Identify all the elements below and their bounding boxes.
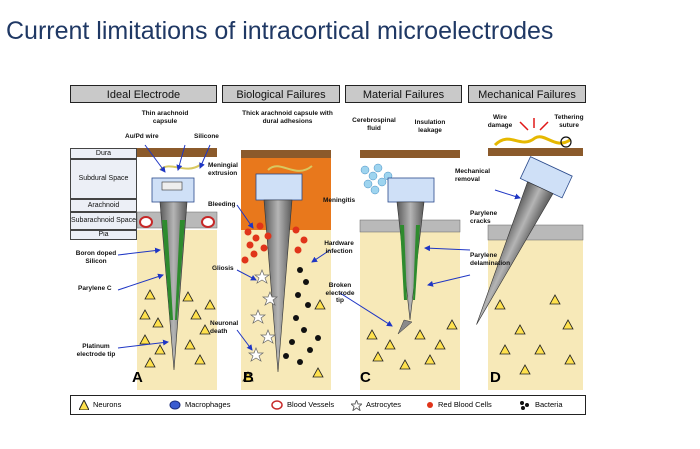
dura-b [241, 150, 331, 158]
panel-letter-a: A [132, 369, 143, 386]
label-meningial: Meningial extrusion [208, 162, 238, 177]
astrocyte-star-icon [351, 399, 362, 411]
parylene-a [162, 220, 173, 320]
legend-label: Macrophages [185, 400, 231, 409]
au-pd-wire-a [159, 164, 201, 171]
legend-label: Blood Vessels [287, 400, 335, 409]
neurons-d [494, 294, 576, 375]
label-bleeding: Bleeding [208, 201, 236, 208]
macrophage-icon [169, 400, 181, 410]
panel-b [241, 150, 331, 390]
panel-header-material: Material Failures [345, 85, 462, 103]
suture-circle [560, 136, 572, 148]
dura-a [137, 148, 217, 157]
broken-tip [397, 319, 413, 335]
panel-letter-b: B [243, 369, 254, 386]
label-au-pd: Au/Pd wire [125, 133, 159, 140]
layer-subdural: Subdural Space [70, 159, 137, 199]
legend-label: Astrocytes [366, 400, 402, 409]
label-broken-tip: Broken electrode tip [325, 282, 355, 304]
label-neuronal: Neuronal death [210, 320, 239, 335]
label-gliosis: Gliosis [212, 265, 234, 272]
label-thin-arachnoid: Thin arachnoid capsule [141, 110, 189, 125]
legend-label: Red Blood Cells [438, 400, 492, 409]
label-wire-damage: Wire damage [487, 114, 513, 129]
label-platinum: Platinum electrode tip [76, 343, 116, 358]
blood-vessel [139, 216, 153, 228]
csf-droplets [360, 163, 393, 195]
bacteria-icon [520, 401, 529, 410]
panel-header-mechanical: Mechanical Failures [468, 85, 586, 103]
slide-title: Current limitations of intracortical mic… [6, 17, 554, 45]
annotation-arrows [117, 144, 521, 351]
label-parylene: Parylene C [78, 285, 112, 292]
wire-damage-path [493, 135, 571, 147]
panel-header-ideal: Ideal Electrode [70, 85, 217, 103]
dura-d [488, 148, 583, 156]
legend-label: Neurons [93, 400, 122, 409]
neurons-a [139, 289, 216, 368]
layer-subarachnoid: Subarachnoid Space [70, 212, 137, 230]
label-insulation: Insulation leakage [414, 119, 446, 134]
triangle-icon [79, 400, 89, 410]
legend-item-macrophages: Macrophages [169, 399, 230, 411]
wire-damage-burst [519, 118, 549, 131]
legend: Neurons Macrophages Blood Vessels Astroc… [70, 395, 586, 415]
label-tethering: Tethering suture [554, 114, 584, 129]
label-boron: Boron doped Silicon [75, 250, 117, 265]
layer-arachnoid: Arachnoid [70, 199, 137, 212]
panel-c [359, 150, 461, 390]
panel-letter-c: C [360, 369, 371, 386]
electrode-shank-b [263, 199, 293, 373]
panel-d [476, 118, 584, 390]
legend-item-bacteria: Bacteria [519, 399, 563, 411]
panel-header-biological: Biological Failures [222, 85, 340, 103]
red-blood-cells-b [241, 222, 308, 264]
legend-item-neurons: Neurons [79, 399, 121, 411]
red-dot-icon [427, 402, 433, 408]
legend-label: Bacteria [535, 400, 563, 409]
label-silicone: Silicone [194, 133, 219, 140]
astrocytes-b [247, 269, 279, 362]
electrode-shank-d [476, 181, 554, 325]
legend-item-astrocytes: Astrocytes [351, 399, 401, 411]
neurons-b [242, 299, 326, 382]
legend-item-blood-vessels: Blood Vessels [271, 399, 334, 411]
label-thick-arachnoid: Thick arachnoid capsule with dural adhes… [242, 110, 333, 125]
blood-vessel [201, 216, 215, 228]
neurons-c [366, 319, 458, 370]
blood-vessel-icon [271, 400, 283, 410]
label-mechanical-removal: Mechanical removal [455, 168, 491, 183]
layer-pia: Pia [70, 230, 137, 240]
panel-letter-d: D [490, 369, 501, 386]
legend-item-red-blood-cells: Red Blood Cells [426, 399, 492, 411]
panel-a [136, 148, 218, 390]
label-parylene-cracks: Parylene cracks [470, 210, 498, 225]
label-parylene-delam: Parylene delamination [470, 252, 511, 267]
bacteria-b [283, 267, 321, 365]
label-hardware: Hardware infection [324, 240, 354, 255]
layer-dura: Dura [70, 148, 137, 159]
label-csf: Cerebrospinal fluid [352, 117, 396, 132]
label-meningitis: Meningitis [323, 197, 356, 204]
dura-c [360, 150, 460, 158]
